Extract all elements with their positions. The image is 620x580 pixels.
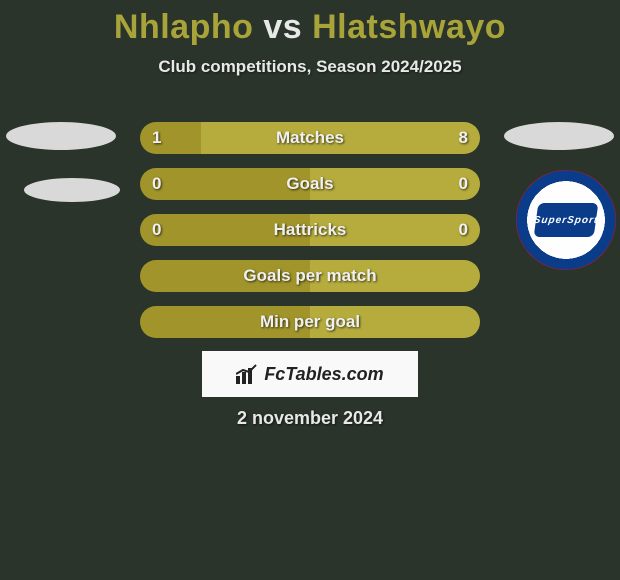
stat-row: Goals0 0 <box>140 168 480 200</box>
player2-name: Hlatshwayo <box>312 8 506 46</box>
stat-value-right: 0 <box>459 174 468 194</box>
stat-label: Hattricks <box>140 220 480 240</box>
stat-value-right: 0 <box>459 220 468 240</box>
generation-date: 2 november 2024 <box>0 408 620 429</box>
player1-name: Nhlapho <box>114 8 253 46</box>
stat-row: Matches1 8 <box>140 122 480 154</box>
stat-value-left: 1 <box>152 128 161 148</box>
subtitle: Club competitions, Season 2024/2025 <box>0 57 620 77</box>
player2-club-badge: SuperSport <box>516 170 616 270</box>
stat-row: Hattricks0 0 <box>140 214 480 246</box>
stat-label: Goals per match <box>140 266 480 286</box>
stat-row: Goals per match <box>140 260 480 292</box>
fctables-logo: FcTables.com <box>202 351 418 397</box>
stat-label: Matches <box>140 128 480 148</box>
stat-label: Min per goal <box>140 312 480 332</box>
stat-value-left: 0 <box>152 220 161 240</box>
player1-photo-placeholder <box>6 122 116 150</box>
player2-photo-placeholder <box>504 122 614 150</box>
stat-value-right: 8 <box>459 128 468 148</box>
club-badge-text: SuperSport <box>534 203 599 237</box>
stat-label: Goals <box>140 174 480 194</box>
player1-club-placeholder <box>24 178 120 202</box>
page-title: Nhlapho vs Hlatshwayo <box>0 0 620 47</box>
chart-icon <box>236 364 258 384</box>
comparison-bars: Matches18Goals00Hattricks00Goals per mat… <box>140 122 480 352</box>
stat-value-left: 0 <box>152 174 161 194</box>
fctables-text: FcTables.com <box>264 364 383 385</box>
vs-text: vs <box>263 8 302 46</box>
stat-row: Min per goal <box>140 306 480 338</box>
